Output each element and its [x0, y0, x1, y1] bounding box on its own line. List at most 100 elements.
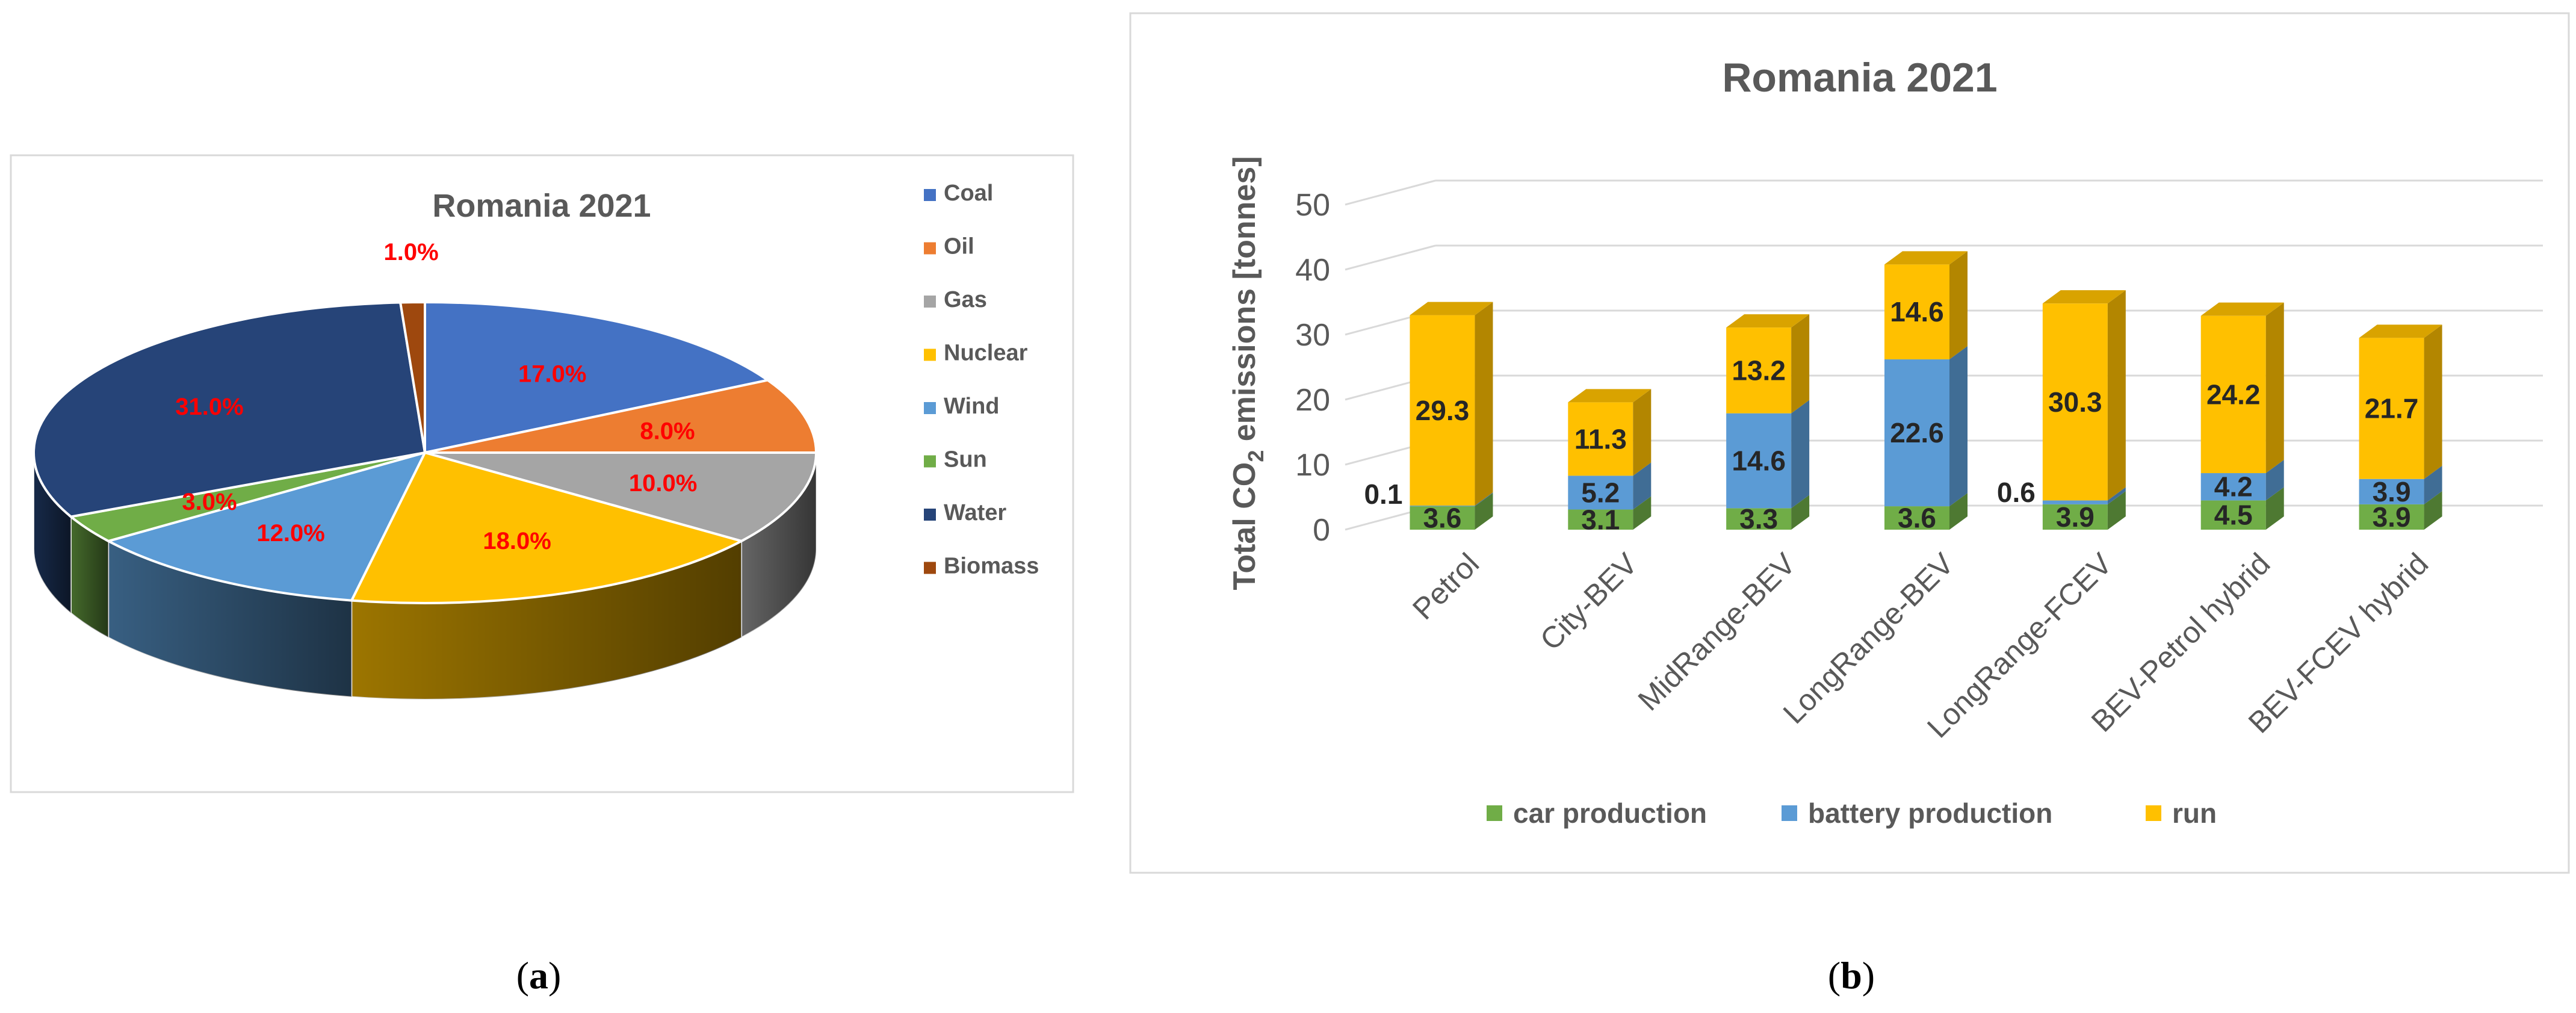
pie-slice-wind — [105, 450, 427, 602]
legend-label-run: run — [2172, 798, 2217, 829]
legend-swatch-battery-production — [1782, 805, 1797, 821]
data-label-longrange-bev-run: 14.6 — [1890, 296, 1944, 327]
pie-data-labels: 17.0% 8.0% 10.0% 18.0% 12.0% 3.0% 31.0% 1.0% — [175, 239, 697, 554]
pie-slice-biomass — [398, 300, 426, 453]
data-label-city-bev-car-production: 3.1 — [1581, 504, 1620, 535]
y-tick-label: 40 — [1295, 253, 1330, 288]
data-label-bev-fcev-hybrid-run: 21.7 — [2365, 393, 2419, 424]
bar-midrange-bev-battery-production — [1726, 413, 1792, 509]
bar-city-bev-run — [1568, 402, 1633, 476]
bar-chart-frame — [1129, 12, 2570, 874]
bar-legend: car production battery production run — [1487, 798, 2217, 829]
pie-chart-panel: Romania 2021 17.0% 8.0% 10.0% 18.0% 12.0% 3.0… — [10, 154, 1074, 793]
bar-longrange-bev-car-production-side — [1949, 493, 1968, 530]
pie-label-sun: 3.0% — [182, 489, 237, 515]
legend-swatch-nuclear — [924, 349, 936, 361]
bar-longrange-fcev-battery-production — [2042, 500, 2108, 504]
legend-label-sun: Sun — [944, 447, 987, 472]
bar-midrange-bev-battery-production-side — [1791, 400, 1810, 509]
legend-label-nuclear: Nuclear — [944, 341, 1028, 366]
legend-swatch-biomass — [924, 562, 936, 574]
data-label-longrange-fcev-car-production: 3.9 — [2056, 501, 2095, 533]
legend-swatch-run — [2146, 805, 2161, 821]
legend-label-oil: Oil — [944, 234, 974, 259]
panel-caption-a: (a) — [516, 954, 562, 997]
pie-label-wind: 12.0% — [256, 520, 324, 547]
bar-city-bev-battery-production — [1568, 476, 1633, 510]
y-axis-label: Total CO2 emissions [tonnes] — [1227, 156, 1268, 590]
panel-caption-b: (b) — [1828, 954, 1875, 997]
bar-petrol-car-production-side — [1475, 493, 1493, 530]
bar-midrange-bev-car-production-side — [1791, 495, 1810, 530]
bar-city-bev-top — [1568, 389, 1652, 403]
bar-longrange-fcev-run — [2042, 303, 2108, 501]
gridline-diag — [1345, 179, 1436, 206]
pie-slice-nuclear — [350, 451, 745, 604]
legend-swatch-water — [924, 509, 936, 521]
y-tick-label: 30 — [1295, 318, 1330, 353]
data-label-petrol-battery-production: 0.1 — [1364, 479, 1402, 510]
bar-petrol-battery-production-side — [1475, 492, 1493, 507]
gridline-diag — [1345, 244, 1436, 271]
pie-slices — [33, 300, 818, 604]
bar-longrange-bev-car-production — [1884, 506, 1949, 530]
bar-longrange-fcev-battery-production-side — [2107, 487, 2126, 504]
legend-label-car-production: car production — [1513, 798, 1707, 829]
legend-swatch-coal — [924, 189, 936, 201]
bar-longrange-fcev-car-production — [2042, 504, 2108, 530]
data-label-longrange-fcev-run: 30.3 — [2048, 386, 2102, 418]
y-tick-label: 10 — [1295, 448, 1330, 483]
pie-legend: Coal Oil Gas Nuclear Wind Sun Water Biomass — [924, 181, 1039, 579]
pie-label-oil: 8.0% — [640, 418, 695, 444]
bar-city-bev-run-side — [1633, 389, 1652, 476]
bar-midrange-bev-run — [1726, 327, 1792, 414]
bar-bev-petrol-hybrid-car-production-side — [2265, 487, 2284, 530]
bar-bev-petrol-hybrid-run — [2200, 315, 2266, 474]
legend-swatch-gas — [924, 296, 936, 308]
data-label-midrange-bev-car-production: 3.3 — [1739, 503, 1778, 534]
y-tick-label: 20 — [1295, 383, 1330, 418]
bar-midrange-bev-car-production — [1726, 508, 1792, 530]
bar-longrange-bev-run-side — [1949, 251, 1968, 360]
legend-label-gas: Gas — [944, 287, 987, 312]
bar-longrange-bev-top — [1884, 251, 1968, 265]
bar-city-bev-battery-production-side — [1633, 462, 1652, 510]
pie-sides — [33, 452, 817, 700]
pie-side-nuclear-shade — [351, 541, 742, 699]
bar-bev-fcev-hybrid-car-production — [2359, 504, 2424, 530]
bar-bev-fcev-hybrid-run — [2359, 338, 2424, 479]
data-label-bev-fcev-hybrid-battery-production: 3.9 — [2373, 476, 2411, 507]
data-label-city-bev-battery-production: 5.2 — [1581, 477, 1620, 508]
pie-side-water-shade — [34, 453, 71, 613]
bar-petrol-run — [1410, 315, 1475, 506]
bar-longrange-fcev-top — [2042, 290, 2126, 304]
pie-slice-water — [33, 301, 427, 518]
bar-longrange-fcev-run-side — [2107, 290, 2126, 501]
bar-chart-panel: Romania 2021 0 10 20 30 40 50 Total CO2 emiss… — [1129, 12, 2570, 874]
legend-label-battery-production: battery production — [1808, 798, 2052, 829]
bar-longrange-bev-run — [1884, 264, 1949, 360]
bar-longrange-bev-battery-production-side — [1949, 346, 1968, 507]
legend-swatch-car-production — [1487, 805, 1502, 821]
bar-bev-fcev-hybrid-battery-production — [2359, 479, 2424, 504]
data-label-bev-petrol-hybrid-battery-production: 4.2 — [2214, 471, 2253, 503]
legend-label-wind: Wind — [944, 394, 1000, 419]
bar-data-labels: 3.6 0.1 29.3 3.15.2 11.3 3.3 14.6 13.2 3.6 22.6 14… — [1364, 296, 2418, 535]
data-label-bev-petrol-hybrid-car-production: 4.5 — [2214, 500, 2253, 531]
data-label-longrange-bev-battery-production: 22.6 — [1890, 417, 1944, 448]
pie-side-sun-shade — [70, 516, 109, 637]
bar-city-bev-car-production-side — [1633, 496, 1652, 530]
bar-bev-petrol-hybrid-battery-production-side — [2265, 460, 2284, 501]
data-label-petrol-run: 29.3 — [1416, 395, 1470, 426]
bar-longrange-bev-battery-production — [1884, 359, 1949, 507]
bar-bev-petrol-hybrid-run-side — [2265, 302, 2284, 474]
legend-label-water: Water — [944, 500, 1006, 525]
bar-petrol-run-side — [1475, 302, 1493, 506]
bar-bev-petrol-hybrid-battery-production — [2200, 473, 2266, 501]
data-label-midrange-bev-battery-production: 14.6 — [1732, 445, 1786, 477]
legend-label-coal: Coal — [944, 181, 993, 206]
y-axis-ticks: 0 10 20 30 40 50 — [1295, 188, 1330, 548]
bar-midrange-bev-top — [1726, 314, 1810, 328]
y-tick-label: 0 — [1313, 513, 1330, 548]
